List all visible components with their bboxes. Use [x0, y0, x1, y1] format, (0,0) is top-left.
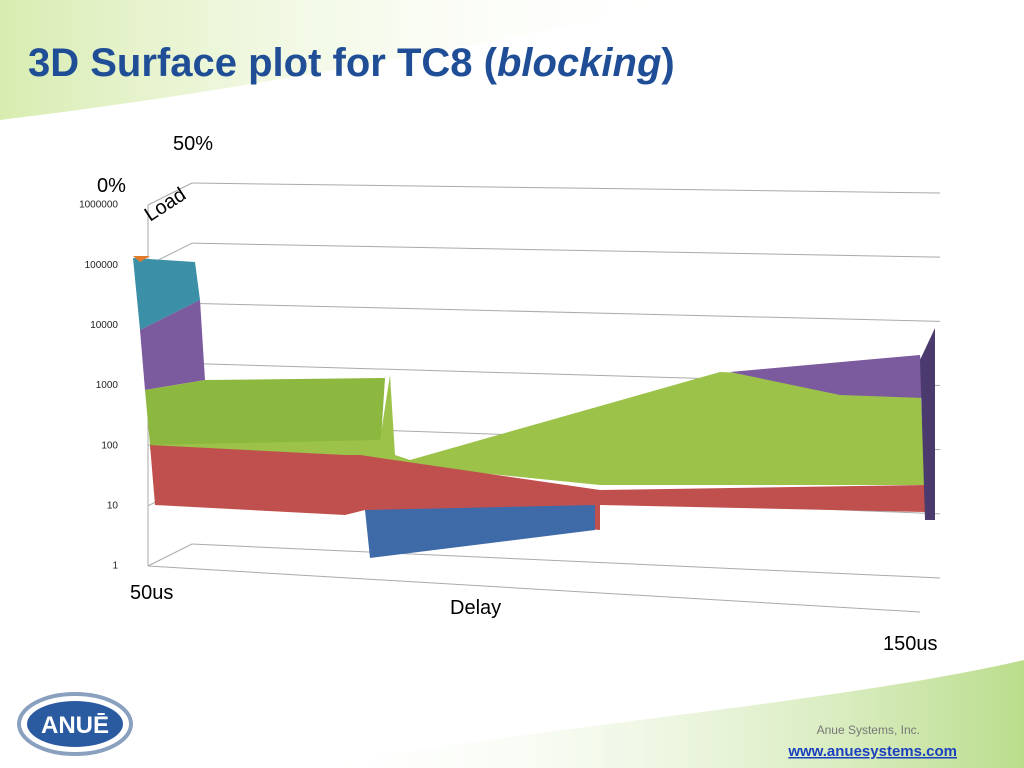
grid-line — [191, 302, 941, 322]
axis-label: 0% — [97, 175, 126, 197]
title: 3D Surface plot for TC8 (blocking) — [28, 41, 675, 85]
tick-label: 10000 — [90, 320, 118, 331]
surface-band — [920, 328, 935, 520]
axis-label: 50% — [173, 133, 213, 155]
grid-line — [147, 182, 193, 206]
title-text: ) — [661, 41, 674, 85]
surface-band — [150, 445, 925, 530]
background-swoosh — [300, 660, 1024, 768]
surface — [133, 256, 935, 558]
axis-title: Delay — [450, 597, 501, 619]
logo: ANUĒ — [17, 692, 133, 756]
axis-label: 50us — [130, 582, 173, 604]
surface-band — [140, 300, 205, 390]
grid-line — [191, 182, 941, 194]
tick-label: 1000000 — [79, 200, 118, 211]
surface-band — [145, 378, 385, 455]
footer-company: Anue Systems, Inc. — [817, 723, 920, 737]
grid-line — [191, 543, 941, 579]
surface-band — [133, 258, 200, 330]
tick-label: 1000 — [96, 380, 119, 391]
surface-band — [133, 256, 150, 262]
axis-label: 150us — [883, 633, 938, 655]
background-swoosh — [0, 0, 700, 120]
title-text: 3D Surface plot for TC8 ( — [28, 41, 498, 85]
tick-label: 100000 — [85, 260, 119, 271]
footer-link[interactable]: www.anuesystems.com — [787, 743, 957, 760]
tick-labels: 1000000 100000 10000 1000 100 10 1 — [79, 200, 118, 572]
tick-label: 100 — [101, 440, 118, 451]
tick-label: 1 — [112, 561, 118, 572]
title-emphasis: blocking — [497, 41, 661, 85]
grid-line — [191, 242, 941, 258]
logo-text: ANUĒ — [41, 712, 109, 739]
grid-line — [147, 543, 193, 567]
floor-edge — [147, 565, 921, 613]
surface-band — [730, 355, 925, 398]
surface-band — [365, 505, 595, 558]
logo-fill — [27, 701, 123, 747]
tick-label: 10 — [107, 500, 119, 511]
